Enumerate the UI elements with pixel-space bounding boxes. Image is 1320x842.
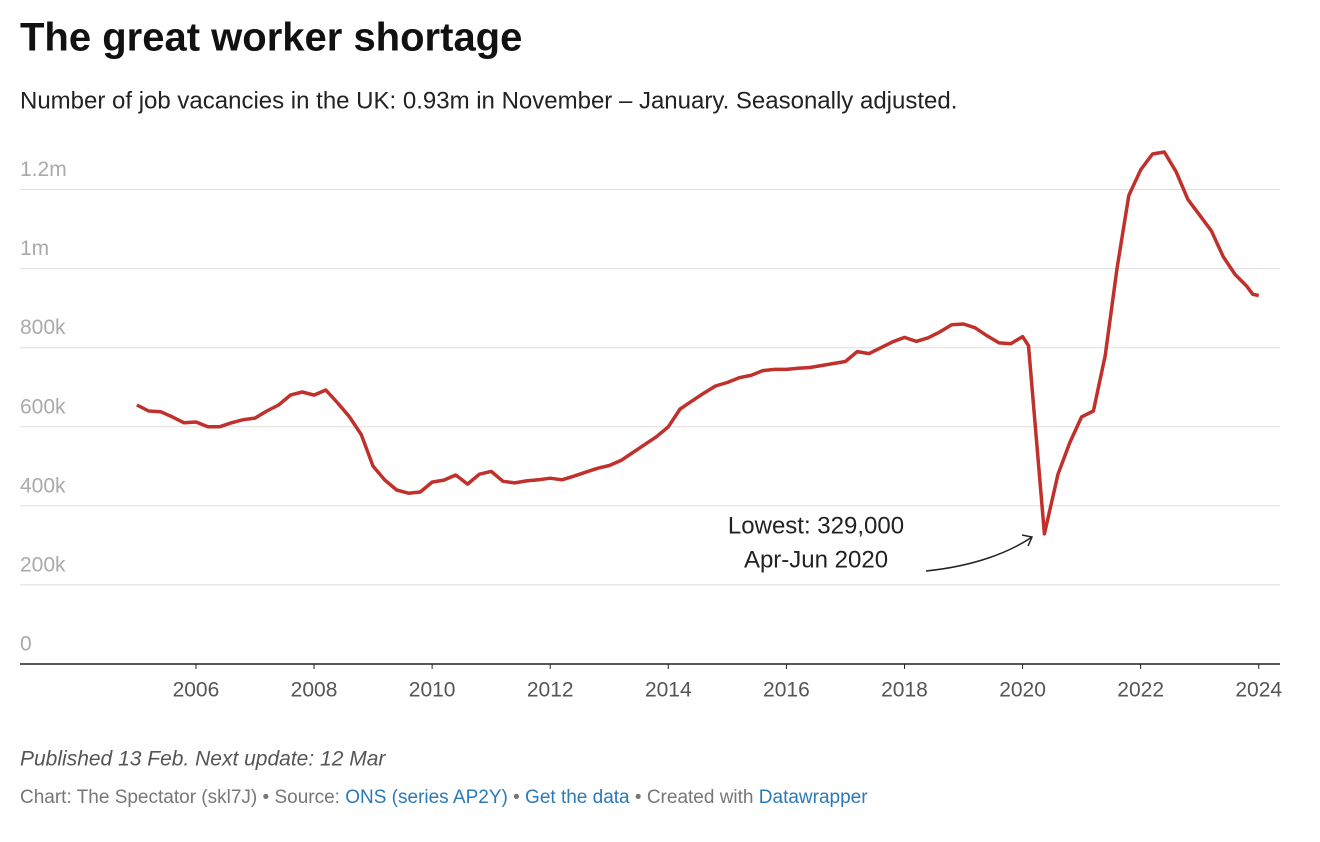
annotation: Lowest: 329,000	[728, 512, 904, 539]
x-tick-label: 2024	[1235, 679, 1282, 702]
annotation-arrow	[925, 536, 1033, 572]
x-tick-label: 2008	[291, 679, 338, 702]
footer-link[interactable]: ONS (series AP2Y)	[345, 787, 508, 808]
x-tick-label: 2010	[409, 679, 456, 702]
x-tick-label: 2020	[999, 679, 1046, 702]
footer-text: • Source:	[257, 787, 345, 808]
y-tick-label: 1m	[20, 237, 49, 260]
y-tick-label: 1.2m	[20, 158, 67, 181]
annotation-arrow-head	[1021, 534, 1034, 547]
y-tick-label: 400k	[20, 474, 66, 497]
footer-text: • Created with	[630, 787, 759, 808]
x-tick-label: 2022	[1117, 679, 1164, 702]
footer: Chart: The Spectator (skl7J) • Source: O…	[20, 787, 868, 808]
x-tick-label: 2014	[645, 679, 692, 702]
data-line	[136, 150, 1260, 536]
x-tick-label: 2016	[763, 679, 810, 702]
footer-text: •	[508, 787, 525, 808]
annotation: Apr-Jun 2020	[744, 546, 888, 573]
chart-title: The great worker shortage	[20, 16, 522, 60]
y-tick-label: 0	[20, 633, 32, 656]
chart-subtitle: Number of job vacancies in the UK: 0.93m…	[20, 87, 957, 114]
x-tick-label: 2018	[881, 679, 928, 702]
y-tick-label: 200k	[20, 553, 66, 576]
x-tick-label: 2012	[527, 679, 574, 702]
x-tick-label: 2006	[173, 679, 220, 702]
notes: Published 13 Feb. Next update: 12 Mar	[20, 748, 386, 771]
y-tick-label: 800k	[20, 316, 66, 339]
footer-text: Chart: The Spectator (skl7J)	[20, 787, 257, 808]
footer-link[interactable]: Datawrapper	[759, 787, 868, 808]
footer-link[interactable]: Get the data	[525, 787, 630, 808]
y-tick-label: 600k	[20, 395, 66, 418]
